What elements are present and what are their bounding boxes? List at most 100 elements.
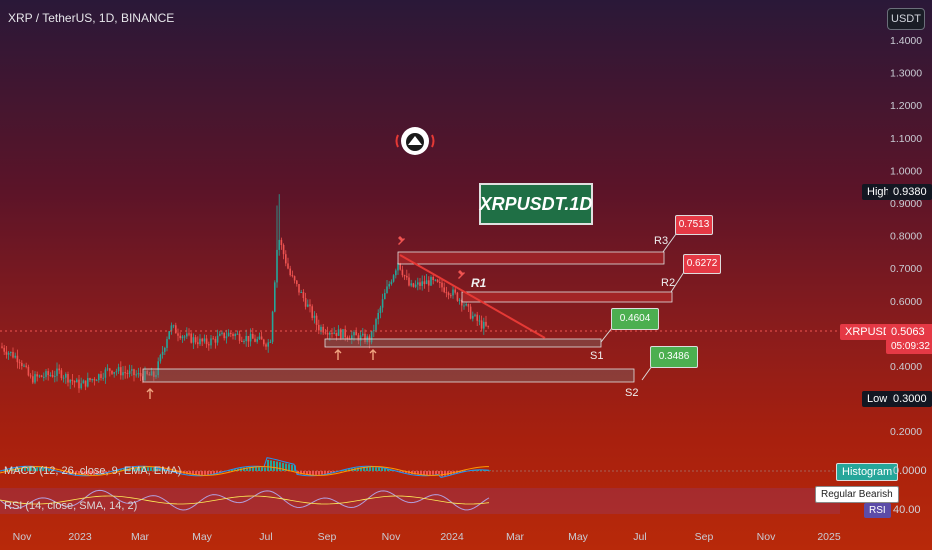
time-axis: Nov 2023 Mar May Jul Sep Nov 2024 Mar May Jul Sep No… [13, 531, 841, 543]
candle-body [32, 376, 34, 383]
candle-body [194, 337, 197, 343]
candle-body [60, 370, 63, 379]
candle-body [362, 333, 364, 336]
macd-bar [342, 470, 344, 471]
candle-body [313, 315, 316, 318]
time-tick: Sep [695, 531, 714, 543]
candle-body [260, 336, 263, 340]
macd-bar [99, 471, 101, 474]
candle-body [379, 307, 382, 313]
candle-body [245, 335, 247, 342]
s2-label: S2 [625, 387, 638, 399]
macd-bar [63, 471, 65, 473]
candle-body [179, 335, 181, 339]
rsi-tag: RSI [864, 503, 891, 518]
candle-body [381, 299, 384, 308]
low-label: Low [862, 391, 893, 407]
candle-body [300, 291, 302, 293]
macd-bar [303, 471, 305, 475]
macd-bar [315, 471, 317, 475]
macd-bar [420, 471, 422, 475]
macd-bar [198, 471, 200, 475]
candle-body [285, 254, 287, 264]
macd-bar [321, 471, 323, 475]
candle-body [258, 336, 261, 340]
candle-body [21, 362, 23, 367]
time-tick: 2024 [440, 531, 464, 543]
candle-body [188, 333, 190, 335]
price-tick: 1.1000 [890, 133, 922, 145]
macd-bar [300, 471, 302, 475]
candle-body [254, 338, 256, 342]
macd-bar [363, 467, 365, 471]
macd-bar [6, 469, 8, 471]
macd-bar [426, 471, 428, 475]
candle-body [403, 275, 406, 277]
candle-body [318, 324, 320, 331]
candle-body [430, 276, 432, 286]
macd-bar [330, 471, 332, 473]
macd-bar [144, 467, 146, 471]
macd-bar [273, 460, 275, 471]
candle-body [197, 342, 199, 345]
macd-bar [27, 467, 29, 471]
macd-bar [45, 468, 47, 471]
candle-body [3, 347, 5, 352]
candle-body [445, 292, 448, 294]
macd-bar [87, 471, 89, 475]
macd-bar [480, 470, 482, 471]
candle-body [45, 371, 47, 377]
macd-bar [102, 471, 104, 474]
macd-bar [243, 467, 245, 471]
candle-body [280, 239, 283, 246]
price-axis: 1.4000 1.3000 1.2000 1.1000 1.0000 0.9000 0.80… [890, 35, 922, 438]
candle-body [175, 325, 177, 334]
candle-body [392, 275, 395, 282]
candle-body [480, 320, 483, 329]
candle-body [219, 333, 221, 336]
chart-title-box: XRPUSDT.1D [479, 183, 593, 225]
candle-body [1, 346, 3, 348]
macd-bar [219, 471, 221, 473]
high-value: 0.9380 [888, 184, 932, 200]
macd-bar [384, 468, 386, 471]
currency-button[interactable]: USDT [887, 8, 925, 30]
s1-zone [324, 338, 602, 348]
candle-body [214, 338, 217, 343]
macd-bar [147, 467, 149, 471]
candle-body [276, 249, 278, 283]
candle-body [14, 355, 16, 358]
macd-bar [306, 471, 308, 475]
candle-body [168, 331, 170, 340]
macd-bar [261, 467, 263, 471]
macd-bar [60, 471, 62, 472]
candle-body [410, 283, 412, 286]
candle-body [170, 325, 173, 332]
macd-bar [348, 469, 350, 471]
candle-body [232, 333, 234, 337]
macd-bar [444, 471, 446, 476]
candle-body [102, 377, 104, 379]
candle-body [203, 338, 206, 342]
macd-bar [489, 470, 491, 471]
candle-body [377, 312, 379, 320]
candle-body [412, 283, 415, 287]
candle-body [124, 372, 126, 374]
price-tick: 1.4000 [890, 35, 922, 47]
macd-bar [33, 467, 35, 471]
macd-bar [213, 471, 215, 474]
macd-bar [48, 469, 50, 471]
time-tick: May [568, 531, 589, 543]
macd-bar [42, 468, 44, 471]
candle-body [467, 303, 470, 307]
r3-zone [397, 251, 665, 265]
macd-bar [246, 467, 248, 471]
macd-bar [204, 471, 206, 475]
time-tick: 2023 [68, 531, 92, 543]
candle-body [199, 338, 201, 345]
candle-body [115, 371, 118, 373]
candle-body [54, 375, 56, 377]
candle-body [93, 379, 96, 381]
candle-body [161, 351, 164, 355]
